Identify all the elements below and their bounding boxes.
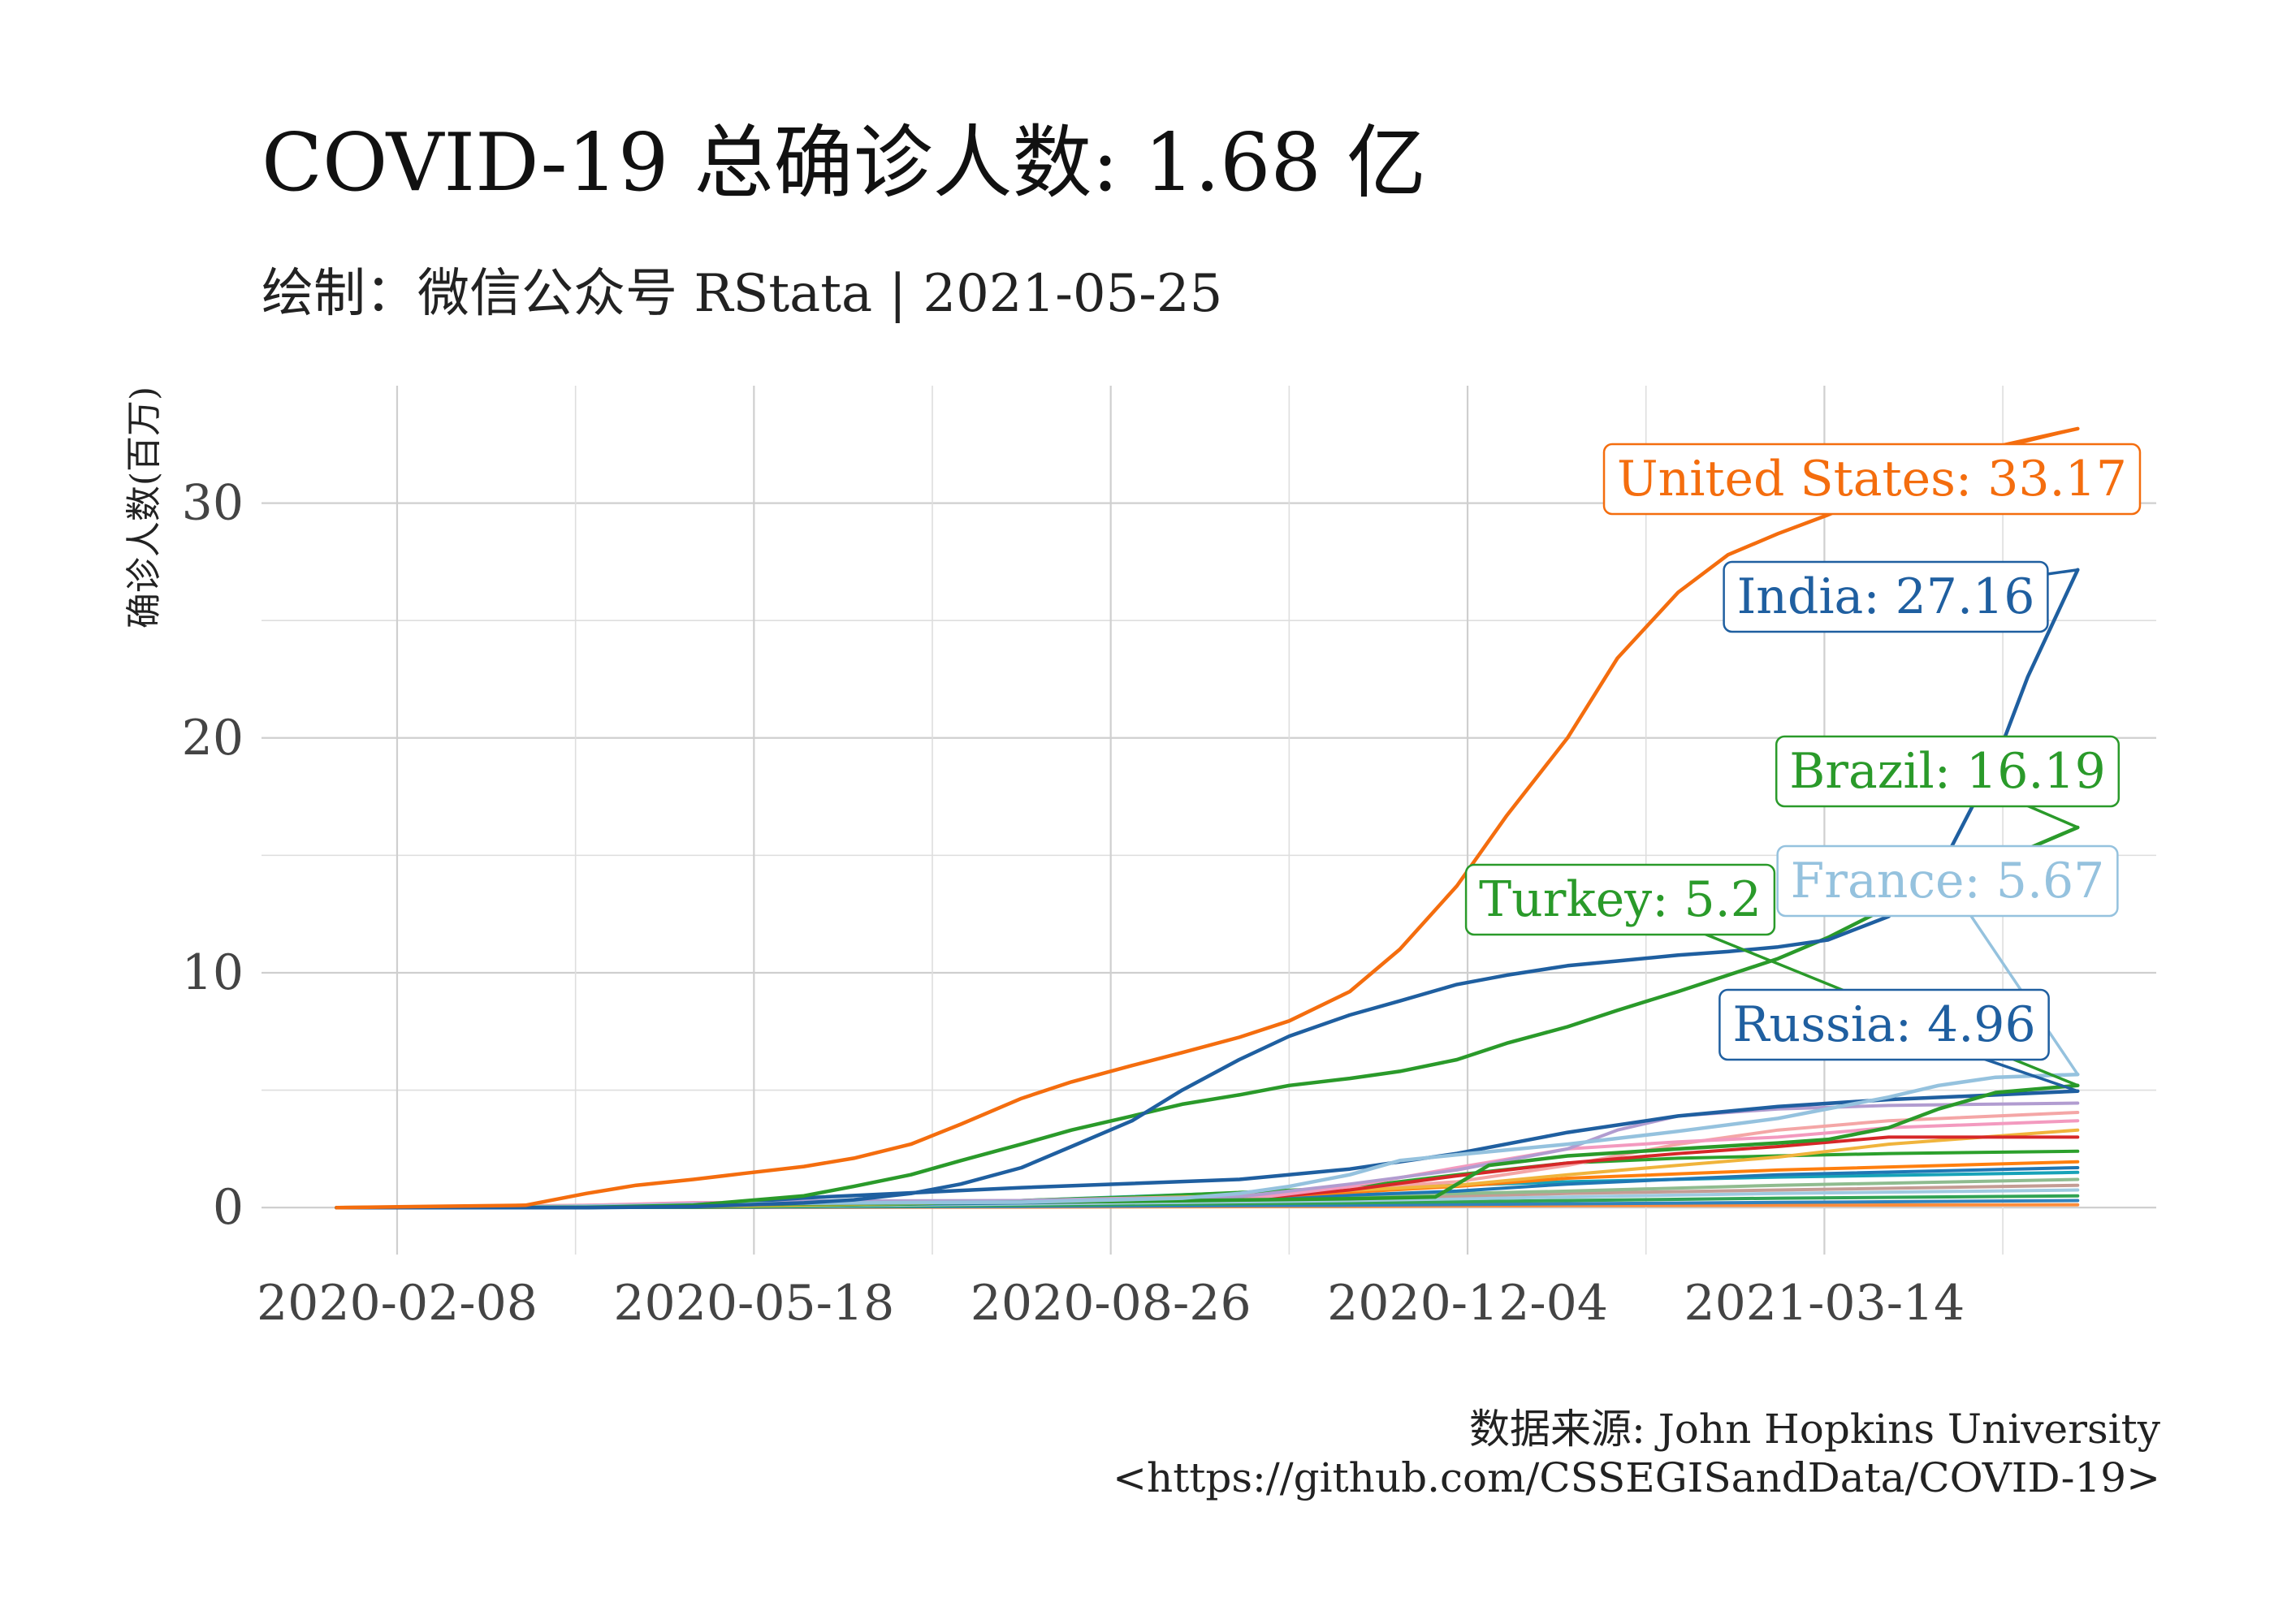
x-tick-label: 2020-08-26 [971,1275,1252,1332]
label-text: Brazil: 16.19 [1789,743,2106,800]
label-text: Turkey: 5.2 [1479,871,1762,928]
label-box [1718,988,2050,1061]
series-label: France: 5.67 [1776,844,2119,918]
series-label: Brazil: 16.19 [1775,735,2121,808]
label-text: United States: 33.17 [1617,451,2127,508]
y-axis-label: 确诊人数(百万) [123,387,165,628]
series-labels: United States: 33.17 India: 27.16 Brazil: … [1464,443,2142,1061]
axis-ticks: 0 10 20 30 2020-02-08 2020-05-18 2020-08-26 202… [182,475,1965,1332]
caption-url: <https://github.com/CSSEGISandData/COVID… [1113,1454,2160,1501]
y-tick-label: 0 [213,1179,244,1236]
x-tick-label: 2020-05-18 [613,1275,894,1332]
caption-source: 数据来源: John Hopkins University [1468,1406,2160,1453]
series-lines [335,426,2080,1210]
label-box [1723,560,2049,633]
series-label: Turkey: 5.2 [1464,863,1776,936]
series-line-brazil [335,825,2080,1210]
y-tick-label: 30 [182,475,244,532]
y-tick-label: 20 [182,710,244,767]
label-text: France: 5.67 [1791,853,2105,909]
x-tick-label: 2020-02-08 [257,1275,538,1332]
chart-subtitle: 绘制：微信公众号 RStata | 2021-05-25 [262,264,1223,324]
y-tick-label: 10 [182,944,244,1001]
series-label: United States: 33.17 [1602,443,2142,516]
label-text: India: 27.16 [1737,568,2035,625]
x-tick-label: 2021-03-14 [1684,1275,1965,1332]
series-line-united-states [335,426,2080,1210]
label-box [1776,844,2119,918]
label-text: Russia: 4.96 [1732,996,2035,1053]
label-box [1602,443,2142,516]
chart-caption: 数据来源: John Hopkins University <https://g… [1113,1405,2160,1502]
gridlines [262,386,2156,1255]
series-label: India: 27.16 [1723,560,2049,633]
label-box [1775,735,2121,808]
label-box [1464,863,1776,936]
series-line-india [335,568,2080,1210]
x-tick-label: 2020-12-04 [1327,1275,1608,1332]
series-label: Russia: 4.96 [1718,988,2050,1061]
chart-title: COVID-19 总确诊人数: 1.68 亿 [262,117,1426,209]
